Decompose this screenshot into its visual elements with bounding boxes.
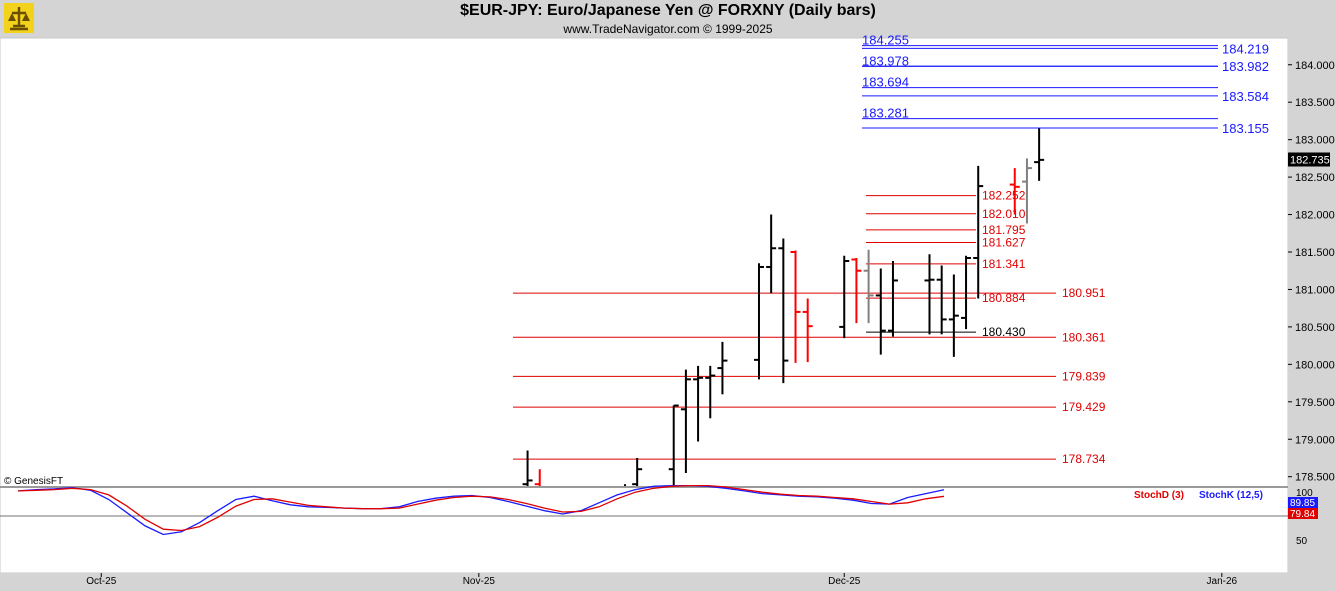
price-bar	[863, 249, 874, 324]
price-axis-label: 179.500	[1295, 397, 1335, 409]
legend-stoch-k: StochK (12,5)	[1199, 490, 1263, 501]
price-axis-label: 183.500	[1295, 97, 1335, 109]
date-axis-label: Oct-25	[86, 576, 116, 587]
stoch-k-value-box	[1288, 497, 1318, 508]
price-bar	[961, 255, 972, 330]
fib-level-label: 180.951	[1062, 286, 1106, 300]
stoch-axis-label: 100	[1296, 488, 1313, 499]
price-axis-label: 182.500	[1295, 172, 1335, 184]
fib-level-label: 182.252	[982, 189, 1026, 203]
price-bar	[632, 457, 643, 486]
fib-level-label: 184.219	[1222, 41, 1269, 56]
copyright-watermark: © GenesisFT	[4, 476, 63, 487]
price-axis-label: 180.500	[1295, 322, 1335, 334]
fib-level-label: 180.884	[982, 291, 1026, 305]
legend-stoch-d: StochD (3)	[1134, 490, 1184, 501]
chart-subtitle: www.TradeNavigator.com © 1999-2025	[563, 22, 773, 36]
price-bar	[924, 254, 935, 335]
price-bar	[534, 469, 541, 486]
price-axis-label: 181.500	[1295, 247, 1335, 259]
price-bar	[948, 274, 959, 357]
last-price-box	[1288, 152, 1330, 167]
fib-level-label: 178.734	[1062, 452, 1106, 466]
price-bar	[802, 298, 813, 363]
fib-level-label: 183.584	[1222, 89, 1269, 104]
fib-level-label: 184.255	[862, 33, 909, 48]
stoch-series-line	[17, 484, 945, 532]
fib-level-label: 180.430	[982, 325, 1026, 339]
fib-level-label: 183.281	[862, 106, 909, 121]
price-bar	[766, 214, 777, 294]
price-bar	[522, 450, 533, 486]
price-axis-label: 180.000	[1295, 359, 1335, 371]
stoch-d-value-box	[1288, 508, 1318, 519]
price-bar	[680, 369, 691, 473]
stoch-axis-label: 50	[1296, 536, 1308, 547]
fib-level-label: 183.694	[862, 75, 909, 90]
fib-level-label: 183.155	[1222, 121, 1269, 136]
price-bar	[875, 268, 886, 355]
fib-level-label: 181.795	[982, 223, 1026, 237]
price-axis-label: 181.000	[1295, 284, 1335, 296]
price-axis-label: 182.000	[1295, 210, 1335, 222]
stoch-series-line	[17, 484, 945, 536]
date-axis-label: Dec-25	[828, 576, 861, 587]
price-axis-label: 179.000	[1295, 434, 1335, 446]
fib-level-label: 179.839	[1062, 369, 1106, 383]
price-bar	[778, 238, 789, 384]
date-axis	[0, 573, 1288, 591]
stoch-d-value: 79.84	[1290, 509, 1315, 520]
chart-header	[0, 0, 1336, 38]
date-axis-label: Nov-25	[463, 576, 496, 587]
fib-level-label: 183.978	[862, 53, 909, 68]
date-axis-label: Jan-26	[1207, 576, 1238, 587]
trade-navigator-logo-icon	[4, 3, 34, 33]
price-bar	[851, 257, 862, 324]
price-bar	[1034, 128, 1045, 181]
price-bar	[936, 265, 947, 335]
price-bar	[717, 341, 728, 395]
price-bar	[973, 165, 984, 299]
price-bar	[753, 263, 764, 380]
price-bar	[790, 250, 801, 363]
price-bar	[1009, 168, 1020, 215]
price-axis-label: 183.000	[1295, 135, 1335, 147]
price-axis-label: 178.500	[1295, 472, 1335, 484]
stoch-k-value: 89.85	[1290, 498, 1315, 509]
fib-level-label: 182.010	[982, 207, 1026, 221]
fib-level-label: 183.982	[1222, 59, 1269, 74]
fib-level-label: 180.361	[1062, 330, 1106, 344]
fib-level-label: 181.627	[982, 235, 1026, 249]
price-axis-label: 184.000	[1295, 60, 1335, 72]
price-bar	[1021, 158, 1032, 224]
chart-title: $EUR-JPY: Euro/Japanese Yen @ FORXNY (Da…	[460, 2, 876, 19]
price-bar	[887, 260, 898, 337]
price-bar	[668, 404, 679, 486]
price-bar	[705, 365, 716, 419]
fib-level-label: 181.341	[982, 257, 1026, 271]
price-bar	[693, 365, 704, 442]
fib-level-label: 179.429	[1062, 400, 1106, 414]
price-bar	[839, 255, 850, 339]
last-price-label: 182.735	[1290, 154, 1330, 166]
